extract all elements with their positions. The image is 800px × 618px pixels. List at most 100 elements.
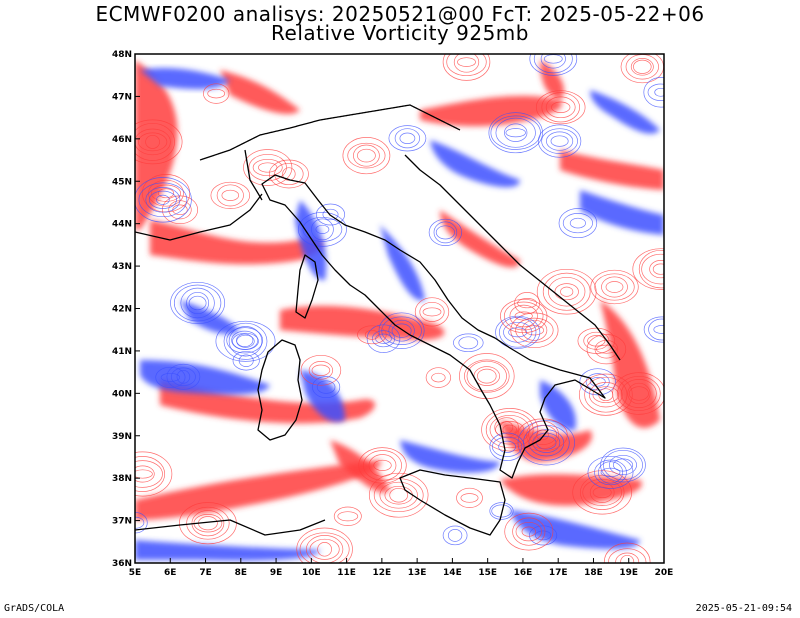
coastline-corsica bbox=[295, 254, 319, 319]
vorticity-contour bbox=[533, 54, 573, 74]
y-tick-label: 36N bbox=[112, 559, 132, 569]
x-tick-label: 13E bbox=[408, 568, 427, 578]
coastline-north-africa bbox=[135, 519, 326, 536]
vorticity-contour bbox=[135, 460, 163, 488]
vorticity-contour bbox=[654, 87, 664, 97]
vorticity-contour bbox=[379, 481, 418, 509]
x-axis-ticks: 5E 6E 7E 8E 9E 10E 11E 12E 13E 14E 15E 16E 17E 18E 19E… bbox=[129, 558, 673, 578]
x-tick-label: 10E bbox=[302, 568, 321, 578]
vorticity-contour bbox=[608, 548, 647, 563]
y-tick-label: 39N bbox=[112, 432, 132, 442]
vorticity-contour bbox=[399, 132, 416, 144]
vorticity-contour bbox=[315, 203, 346, 226]
positive-vorticity-band bbox=[540, 60, 564, 100]
vorticity-contour bbox=[419, 301, 445, 322]
coastline-italy bbox=[261, 174, 606, 479]
vorticity-contour bbox=[268, 159, 309, 189]
y-tick-label: 42N bbox=[112, 305, 132, 315]
vorticity-contour bbox=[495, 421, 525, 439]
vorticity-contour bbox=[600, 447, 646, 483]
vorticity-contour bbox=[512, 517, 546, 546]
vorticity-contour bbox=[491, 504, 512, 518]
vorticity-contour bbox=[316, 380, 336, 394]
vorticity-contour bbox=[596, 344, 617, 354]
vorticity-contour bbox=[135, 122, 175, 161]
vorticity-contour bbox=[521, 526, 536, 537]
vorticity-contour bbox=[526, 420, 560, 449]
vorticity-contour bbox=[315, 224, 330, 234]
y-tick-label: 38N bbox=[112, 474, 132, 484]
border-alps bbox=[199, 104, 461, 161]
vorticity-contour bbox=[357, 148, 376, 163]
vorticity-contour bbox=[594, 459, 627, 486]
vorticity-contour bbox=[226, 327, 264, 354]
y-tick-label: 44N bbox=[112, 220, 132, 230]
vorticity-contour bbox=[300, 354, 342, 386]
vorticity-contour bbox=[305, 535, 344, 563]
vorticity-contour bbox=[490, 115, 541, 150]
vorticity-contour bbox=[584, 376, 628, 413]
vorticity-contour bbox=[488, 112, 543, 154]
vorticity-contour bbox=[364, 329, 379, 340]
x-tick-label: 17E bbox=[549, 568, 568, 578]
vorticity-contour bbox=[138, 182, 188, 218]
vorticity-contour bbox=[137, 132, 168, 152]
footer-credit: GrADS/COLA bbox=[4, 603, 65, 614]
vorticity-contour bbox=[514, 292, 540, 315]
vorticity-contour bbox=[541, 92, 580, 123]
vorticity-contour bbox=[161, 195, 199, 225]
vorticity-contour bbox=[633, 59, 652, 74]
vorticity-contour bbox=[594, 273, 635, 301]
vorticity-contour bbox=[582, 478, 623, 506]
vorticity-contour bbox=[363, 450, 402, 481]
vorticity-contour bbox=[388, 125, 427, 152]
vorticity-contour bbox=[422, 307, 442, 317]
vorticity-contour bbox=[238, 354, 254, 367]
vorticity-contour bbox=[160, 372, 181, 382]
y-tick-label: 41N bbox=[112, 347, 132, 357]
vorticity-contour bbox=[615, 552, 640, 563]
negative-vorticity-band bbox=[430, 140, 520, 188]
vorticity-contour bbox=[232, 350, 260, 371]
y-axis-ticks: 36N 37N 38N 39N 40N 41N 42N 43N 44N 45N 46N 47N 48N bbox=[112, 50, 140, 569]
negative-vorticity-band bbox=[140, 68, 230, 90]
vorticity-contour bbox=[621, 379, 657, 408]
vorticity-contours bbox=[135, 54, 664, 563]
vorticity-contour bbox=[389, 487, 409, 503]
vorticity-contour bbox=[558, 208, 598, 239]
vorticity-contour bbox=[381, 316, 422, 345]
x-tick-label: 6E bbox=[164, 568, 176, 578]
vorticity-contour bbox=[560, 286, 574, 297]
vorticity-contour bbox=[186, 506, 230, 540]
vorticity-contour bbox=[641, 253, 664, 285]
vorticity-contour bbox=[373, 478, 424, 513]
vorticity-contour bbox=[521, 319, 548, 341]
vorticity-contour bbox=[569, 217, 586, 229]
vorticity-contour bbox=[647, 83, 664, 101]
x-tick-label: 11E bbox=[337, 568, 356, 578]
vorticity-contour bbox=[612, 372, 664, 415]
vorticity-contour bbox=[170, 281, 226, 325]
vorticity-contour bbox=[529, 54, 578, 76]
vorticity-contour bbox=[156, 194, 170, 205]
vorticity-contour bbox=[542, 272, 591, 311]
vorticity-contour bbox=[592, 386, 620, 404]
vorticity-contour bbox=[590, 269, 639, 305]
vorticity-contour bbox=[433, 221, 458, 244]
x-tick-label: 16E bbox=[514, 568, 533, 578]
vorticity-contour bbox=[223, 322, 268, 360]
vorticity-contour bbox=[453, 54, 480, 73]
vorticity-contour bbox=[135, 119, 183, 165]
vorticity-contour bbox=[297, 212, 347, 247]
vorticity-contour bbox=[628, 386, 649, 401]
vorticity-contour bbox=[135, 512, 148, 534]
vorticity-contour bbox=[333, 506, 362, 526]
vorticity-contour bbox=[485, 411, 534, 449]
vorticity-fields bbox=[135, 60, 664, 561]
positive-vorticity-band bbox=[560, 150, 664, 190]
vorticity-contour bbox=[176, 369, 191, 384]
vorticity-contour bbox=[550, 135, 569, 147]
vorticity-contour bbox=[534, 530, 552, 541]
vorticity-contour bbox=[442, 525, 468, 546]
vorticity-contour bbox=[546, 131, 574, 151]
